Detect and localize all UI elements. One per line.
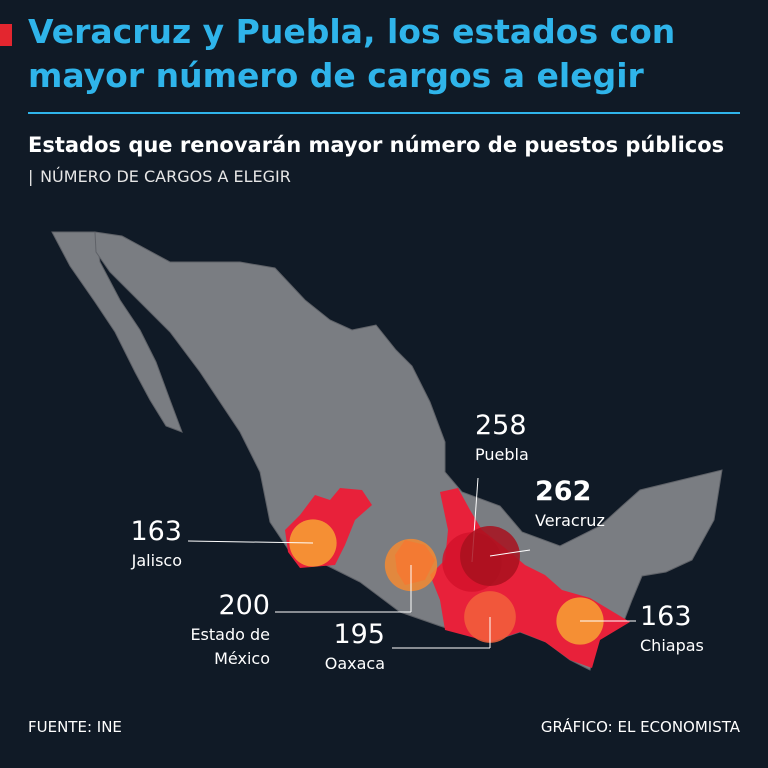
state-label: Veracruz — [535, 511, 605, 530]
unit-label: NÚMERO DE CARGOS A ELEGIR — [40, 167, 291, 186]
baja-california — [51, 231, 183, 433]
state-label: Chiapas — [640, 636, 704, 655]
value-label: 195 — [333, 619, 385, 650]
state-label: Puebla — [475, 445, 529, 464]
value-label: 200 — [218, 590, 270, 621]
value-label: 262 — [535, 476, 591, 507]
mexico-mainland — [94, 231, 723, 671]
state-label: Jalisco — [131, 551, 182, 570]
leader-line — [187, 540, 314, 544]
value-label: 258 — [475, 410, 527, 441]
value-label: 163 — [130, 516, 182, 547]
state-label: Estado de México — [190, 625, 270, 668]
title: Veracruz y Puebla, los estados con mayor… — [28, 12, 676, 95]
subtitle-block: Estados que renovarán mayor número de pu… — [28, 130, 728, 192]
subtitle: Estados que renovarán mayor número de pu… — [28, 133, 725, 157]
separator: | — [28, 167, 34, 186]
leader-line — [489, 549, 531, 557]
title-rule — [28, 112, 740, 114]
value-label: 163 — [640, 601, 692, 632]
state-label: Oaxaca — [325, 654, 385, 673]
accent-bar — [0, 24, 12, 46]
credit: GRÁFICO: EL ECONOMISTA — [540, 718, 740, 736]
source: FUENTE: INE — [28, 718, 122, 736]
